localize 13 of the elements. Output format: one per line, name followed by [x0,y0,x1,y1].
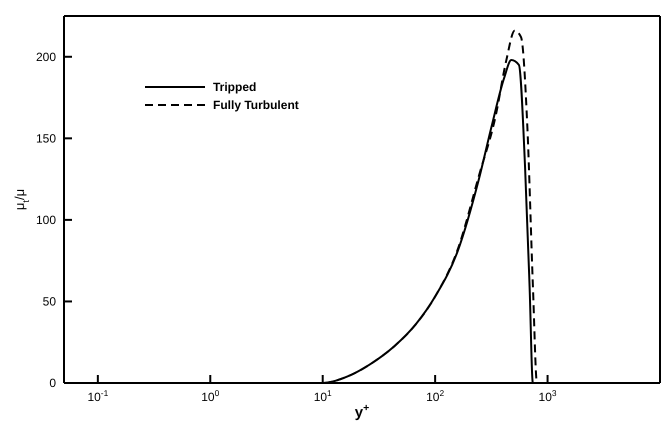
y-tick-label: 50 [42,294,56,308]
y-tick-label: 0 [49,376,56,390]
x-tick-label: 10$^{2}$ [426,388,444,404]
x-axis-title: y$^{+}$ [354,402,370,421]
y-tick-label: 150 [36,131,56,146]
x-tick-label: 10$^{1}$ [314,388,332,404]
y-tick-label: 200 [36,50,56,64]
legend-label: Tripped [213,80,256,94]
x-tick-label: 10$^{3}$ [538,388,557,404]
x-tick-label: 10$^{-1}$ [87,388,109,404]
y-tick-label: 100 [36,212,56,227]
legend-label: Fully Turbulent [213,98,299,112]
x-tick-label: 10$^{0}$ [201,388,220,404]
